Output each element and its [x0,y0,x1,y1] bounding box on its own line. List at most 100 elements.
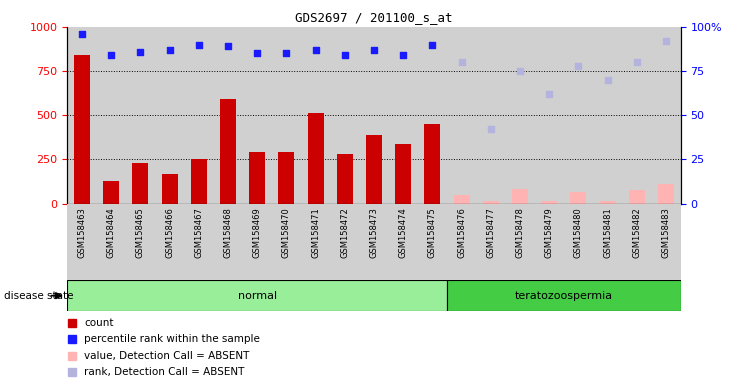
Text: GSM158475: GSM158475 [428,207,437,258]
Bar [542,201,557,204]
Text: rank, Detection Call = ABSENT: rank, Detection Call = ABSENT [85,367,245,377]
Text: GSM158482: GSM158482 [632,207,641,258]
Text: count: count [85,318,114,328]
Text: GSM158464: GSM158464 [107,207,116,258]
Bar [301,204,330,280]
Bar [629,190,645,204]
Bar [67,27,96,204]
Point [660,38,672,44]
Text: GSM158472: GSM158472 [340,207,349,258]
Text: GSM158479: GSM158479 [545,207,554,258]
Text: value, Detection Call = ABSENT: value, Detection Call = ABSENT [85,351,250,361]
Bar [600,201,616,204]
Bar [278,152,295,204]
Bar [330,27,359,204]
Bar [571,192,586,204]
Text: normal: normal [238,291,277,301]
Bar [424,124,441,204]
Point [426,41,438,48]
Point [572,63,584,69]
Point [164,47,176,53]
Bar [213,27,242,204]
Bar [395,144,411,204]
Bar [593,204,622,280]
Point [310,47,322,53]
Bar [126,204,155,280]
Bar [191,159,206,204]
Bar [622,204,652,280]
Text: GSM158478: GSM158478 [515,207,524,258]
Text: GSM158480: GSM158480 [574,207,583,258]
Bar [564,27,593,204]
Bar [126,27,155,204]
Text: GSM158483: GSM158483 [661,207,670,258]
Bar [96,204,126,280]
Text: GSM158467: GSM158467 [194,207,203,258]
Bar [389,204,418,280]
Bar [272,204,301,280]
Bar [512,189,528,204]
Bar [658,184,674,204]
Point [485,126,497,132]
Bar [103,180,119,204]
Point [456,59,468,65]
Bar [67,204,96,280]
Text: GSM158470: GSM158470 [282,207,291,258]
Bar [535,27,564,204]
Text: GSM158477: GSM158477 [486,207,495,258]
Bar [418,204,447,280]
Bar [366,135,382,204]
Bar [593,27,622,204]
Bar [476,27,506,204]
Bar [67,280,447,311]
Bar [535,204,564,280]
Bar [155,27,184,204]
Point [251,50,263,56]
Text: GSM158474: GSM158474 [399,207,408,258]
Text: percentile rank within the sample: percentile rank within the sample [85,334,260,344]
Point [76,31,88,37]
Text: GSM158465: GSM158465 [136,207,145,258]
Point [280,50,292,56]
Point [222,43,234,50]
Bar [242,204,272,280]
Point [514,68,526,74]
Bar [213,204,242,280]
Point [105,52,117,58]
Bar [242,27,272,204]
Bar [447,27,476,204]
Bar [184,204,213,280]
Point [135,48,147,55]
Bar [506,27,535,204]
Bar [453,195,470,204]
Bar [220,99,236,204]
Bar [359,27,389,204]
Bar [652,204,681,280]
Text: GSM158471: GSM158471 [311,207,320,258]
Bar [96,27,126,204]
Bar [447,204,476,280]
Text: GSM158469: GSM158469 [253,207,262,258]
Bar [506,204,535,280]
Text: GSM158473: GSM158473 [370,207,378,258]
Bar [301,27,330,204]
Bar [476,204,506,280]
Text: GSM158463: GSM158463 [78,207,87,258]
Bar [389,27,418,204]
Text: GSM158476: GSM158476 [457,207,466,258]
Point [397,52,409,58]
Point [543,91,555,97]
Bar [132,163,148,204]
Point [601,77,613,83]
Bar [337,154,353,204]
Bar [249,152,266,204]
Bar [564,204,593,280]
Bar [330,204,359,280]
Bar [74,55,90,204]
Text: GDS2697 / 201100_s_at: GDS2697 / 201100_s_at [295,12,453,25]
Bar [447,280,681,311]
Bar [162,174,177,204]
Text: GSM158468: GSM158468 [224,207,233,258]
Bar [155,204,184,280]
Text: GSM158481: GSM158481 [603,207,612,258]
